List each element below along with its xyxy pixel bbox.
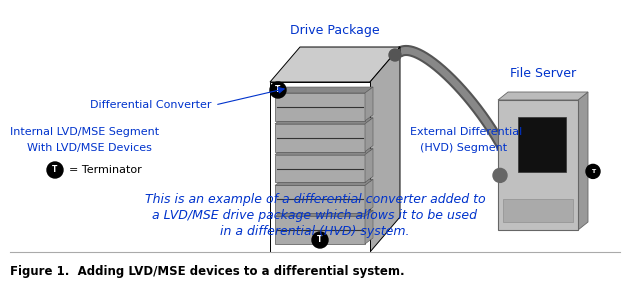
Circle shape (389, 49, 401, 61)
Polygon shape (270, 47, 400, 82)
Polygon shape (275, 185, 365, 213)
Polygon shape (365, 179, 373, 213)
FancyBboxPatch shape (518, 117, 566, 172)
FancyBboxPatch shape (498, 100, 578, 230)
Text: This is an example of a differential converter added to: This is an example of a differential con… (145, 194, 485, 206)
Text: With LVD/MSE Devices: With LVD/MSE Devices (27, 143, 152, 153)
Polygon shape (275, 216, 365, 244)
Polygon shape (498, 92, 588, 100)
Text: a LVD/MSE drive package which allows it to be used: a LVD/MSE drive package which allows it … (152, 209, 478, 223)
Polygon shape (275, 93, 365, 121)
Text: (HVD) Segment: (HVD) Segment (420, 143, 507, 153)
Polygon shape (365, 118, 373, 152)
Polygon shape (365, 148, 373, 182)
Polygon shape (370, 47, 400, 252)
Polygon shape (275, 118, 373, 124)
Circle shape (47, 162, 63, 178)
Text: Drive Package: Drive Package (290, 24, 380, 37)
Circle shape (270, 82, 286, 98)
Text: in a differential (HVD) system.: in a differential (HVD) system. (220, 226, 410, 238)
Text: = Terminator: = Terminator (69, 165, 142, 175)
Polygon shape (365, 210, 373, 244)
Polygon shape (275, 87, 373, 93)
Polygon shape (275, 124, 365, 152)
Polygon shape (270, 82, 370, 252)
Text: External Differential: External Differential (410, 127, 522, 137)
Polygon shape (275, 179, 373, 185)
FancyBboxPatch shape (503, 199, 573, 222)
Text: Differential Converter: Differential Converter (90, 100, 212, 110)
Polygon shape (275, 148, 373, 154)
Polygon shape (365, 87, 373, 121)
Circle shape (586, 164, 600, 178)
Polygon shape (578, 92, 588, 230)
Circle shape (493, 168, 507, 182)
Text: T: T (591, 169, 595, 174)
Text: File Server: File Server (510, 67, 576, 80)
Circle shape (312, 232, 328, 248)
Text: T: T (318, 236, 323, 244)
Text: Internal LVD/MSE Segment: Internal LVD/MSE Segment (10, 127, 159, 137)
Text: Figure 1.  Adding LVD/MSE devices to a differential system.: Figure 1. Adding LVD/MSE devices to a di… (10, 266, 404, 278)
Text: T: T (52, 166, 58, 175)
Polygon shape (275, 210, 373, 216)
Text: T: T (275, 85, 281, 94)
Polygon shape (275, 154, 365, 182)
